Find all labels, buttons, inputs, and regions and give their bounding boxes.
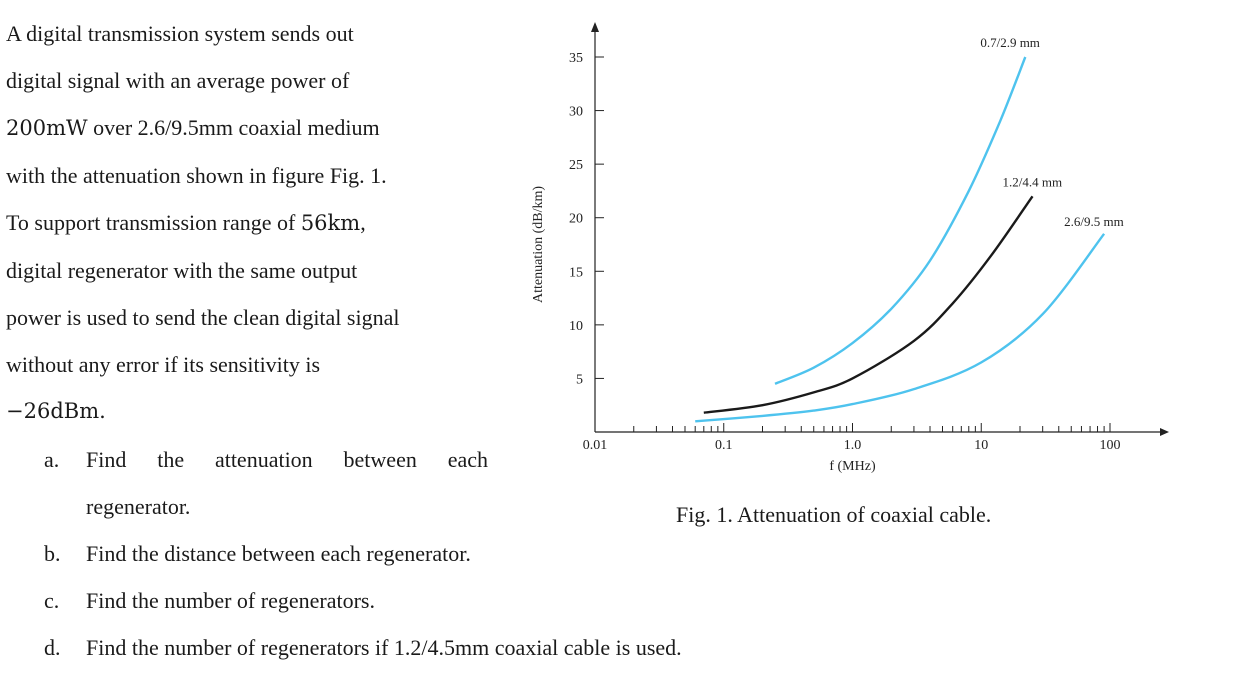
question-label: c.	[44, 588, 60, 613]
y-tick-label: 20	[569, 212, 583, 227]
question-text: Find the number of regenerators.	[86, 588, 375, 613]
problem-line-3: 200mW over 2.6/9.5mm coaxial medium	[6, 104, 488, 152]
y-tick-label: 35	[569, 51, 583, 66]
question-text: Find the number of regenerators if 1.2/4…	[86, 635, 682, 660]
x-tick-label: 0.01	[583, 438, 608, 453]
problem-line-1: A digital transmission system sends out	[6, 21, 354, 46]
series-line-1	[774, 56, 1027, 385]
problem-line-3-rest: over 2.6/9.5mm coaxial medium	[87, 115, 380, 140]
chart-labels: f (MHz) Attenuation (dB/km) 0.7/2.9 mm 1.2/…	[531, 35, 1124, 474]
y-axis-arrow-icon	[591, 22, 599, 32]
series-line-2	[703, 195, 1034, 414]
question-label: a.	[44, 447, 60, 472]
x-tick-label: 1.0	[844, 438, 862, 453]
question-text: Find the attenuation between each	[86, 447, 488, 472]
y-tick-label: 25	[569, 158, 583, 173]
range-value: 56km	[300, 211, 361, 235]
problem-line-7: power is used to send the clean digital …	[6, 305, 400, 330]
problem-line-5: To support transmission range of 56km,	[6, 199, 488, 247]
chart-axes	[591, 22, 1169, 436]
question-a: a. Find the attenuation between each reg…	[6, 436, 488, 530]
problem-line-5-pre: To support transmission range of	[6, 210, 301, 235]
problem-line-5-post: ,	[360, 210, 366, 235]
question-b: b. Find the distance between each regene…	[6, 530, 682, 577]
y-tick-label: 10	[569, 319, 583, 334]
x-axis-label: f (MHz)	[829, 459, 876, 474]
y-axis-label: Attenuation (dB/km)	[531, 186, 546, 303]
series-label: 1.2/4.4 mm	[1002, 174, 1062, 189]
y-tick-label: 5	[576, 372, 583, 387]
y-tick-label: 30	[569, 105, 583, 120]
problem-line-4: with the attenuation shown in figure Fig…	[6, 163, 387, 188]
x-tick-label: 10	[974, 438, 988, 453]
problem-line-9: −26dBm.	[6, 399, 106, 423]
chart-ticks: 5 10 15 20 25 30 35 0.01 0.1 1.0 10 100	[569, 51, 1121, 453]
question-text-continued: regenerator.	[86, 494, 191, 519]
x-axis-arrow-icon	[1160, 428, 1169, 436]
problem-statement: A digital transmission system sends out …	[6, 10, 488, 435]
problem-line-6: digital regenerator with the same output	[6, 258, 358, 283]
question-c: c. Find the number of regenerators.	[6, 577, 682, 624]
problem-line-8: without any error if its sensitivity is	[6, 352, 321, 377]
series-line-3	[695, 233, 1106, 423]
series-label: 0.7/2.9 mm	[980, 35, 1040, 50]
question-list: a. Find the attenuation between each reg…	[6, 436, 682, 671]
power-value: 200mW	[6, 116, 88, 140]
figure-caption: Fig. 1. Attenuation of coaxial cable.	[676, 502, 992, 527]
attenuation-chart: 5 10 15 20 25 30 35 0.01 0.1 1.0 10 100 f (MHz) Atte…	[531, 22, 1169, 474]
series-label: 2.6/9.5 mm	[1064, 214, 1124, 229]
question-d: d. Find the number of regenerators if 1.…	[6, 624, 682, 671]
y-tick-label: 15	[569, 265, 583, 280]
problem-line-2: digital signal with an average power of	[6, 68, 350, 93]
x-tick-label: 0.1	[715, 438, 733, 453]
question-label: d.	[44, 635, 61, 660]
question-label: b.	[44, 541, 61, 566]
chart-series	[695, 56, 1106, 423]
question-text: Find the distance between each regenerat…	[86, 541, 471, 566]
x-tick-label: 100	[1100, 438, 1121, 453]
